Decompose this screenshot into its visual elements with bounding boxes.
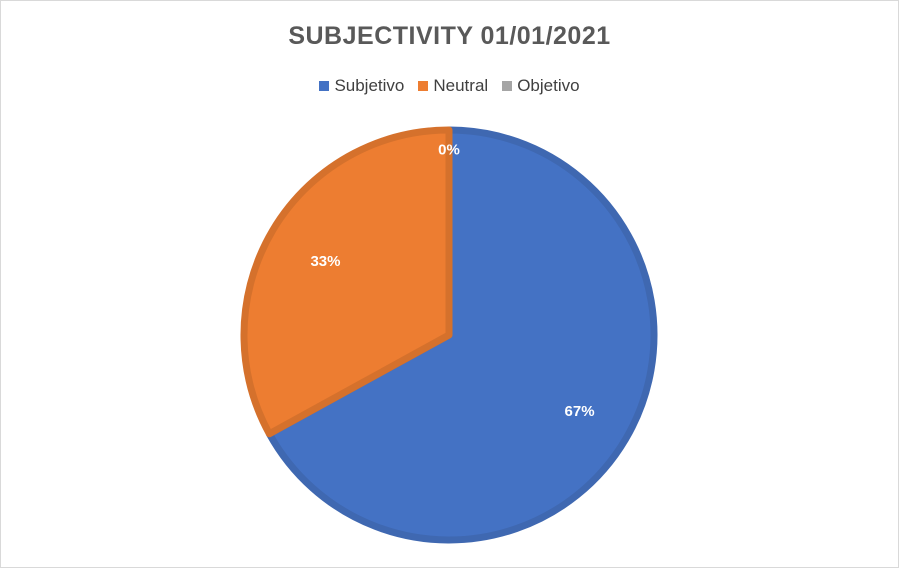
chart-title: SUBJECTIVITY 01/01/2021 bbox=[288, 22, 611, 50]
legend-label-neutral: Neutral bbox=[433, 76, 489, 95]
chart-legend: Subjetivo Neutral Objetivo bbox=[0, 76, 899, 96]
data-label-objetivo: 0% bbox=[438, 141, 460, 158]
legend-swatch-subjetivo bbox=[319, 81, 330, 91]
data-label-subjetivo: 67% bbox=[565, 403, 595, 420]
pie-slice-subjetivo bbox=[265, 126, 658, 544]
legend-label-subjetivo: Subjetivo bbox=[334, 76, 405, 95]
pie-slice-neutral bbox=[240, 126, 453, 438]
legend-item-subjetivo: Subjetivo bbox=[319, 76, 404, 96]
data-label-neutral: 33% bbox=[310, 253, 340, 270]
pie-data-labels: 67% 33% 0% bbox=[310, 141, 594, 420]
pie-slices bbox=[240, 126, 658, 544]
legend-item-objetivo: Objetivo bbox=[502, 76, 580, 96]
legend-swatch-objetivo bbox=[502, 81, 513, 91]
legend-label-objetivo: Objetivo bbox=[517, 76, 580, 95]
legend-swatch-neutral bbox=[418, 81, 429, 91]
legend-item-neutral: Neutral bbox=[418, 76, 488, 96]
